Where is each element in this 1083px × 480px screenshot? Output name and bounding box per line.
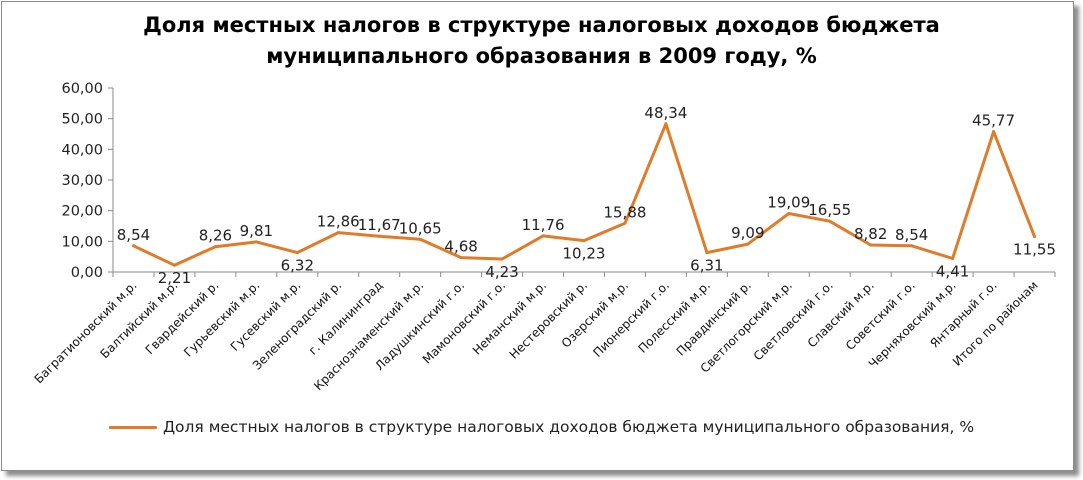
data-label: 45,77: [972, 112, 1015, 130]
chart-frame: [1, 1, 1074, 471]
y-tick-label: 50,00: [61, 112, 103, 128]
x-category-label: Правдинский р.: [674, 278, 754, 358]
data-point: [910, 244, 914, 248]
data-label: 8,54: [895, 226, 928, 244]
y-tick-label: 40,00: [61, 142, 103, 158]
chart-title: Доля местных налогов в структуре налогов…: [0, 10, 1083, 72]
data-label: 8,54: [117, 226, 150, 244]
data-label: 10,23: [563, 245, 606, 263]
data-label: 10,65: [399, 219, 442, 237]
x-category-label: Гурьевский м.р.: [181, 278, 262, 359]
data-point: [787, 211, 791, 215]
data-point: [500, 257, 504, 261]
data-point: [951, 256, 955, 260]
data-label: 4,23: [485, 263, 518, 281]
x-category-label: Советский г.о.: [843, 278, 918, 353]
data-label: 11,67: [358, 216, 401, 234]
data-point: [541, 234, 545, 238]
data-label: 19,09: [767, 193, 810, 211]
data-point: [746, 242, 750, 246]
data-label: 12,86: [317, 213, 360, 231]
chart-title-line-2: муниципального образования в 2009 году, …: [266, 44, 817, 68]
x-category-label: Нестеровский р.: [507, 278, 591, 362]
x-category-label: Неманский м.р.: [470, 278, 549, 357]
y-tick-label: 0,00: [71, 265, 103, 281]
y-tick-label: 10,00: [61, 234, 103, 250]
legend-label: Доля местных налогов в структуре налогов…: [162, 418, 975, 436]
data-point: [664, 122, 668, 126]
y-tick-label: 60,00: [61, 81, 103, 97]
data-point: [705, 251, 709, 255]
data-label: 48,34: [644, 104, 687, 122]
data-label: 4,41: [936, 262, 969, 280]
x-category-label: Балтийский м.р.: [98, 278, 181, 361]
data-point: [828, 219, 832, 223]
x-category-label: Пионерский г.о.: [590, 278, 672, 360]
data-label: 6,32: [281, 257, 314, 275]
data-point: [172, 263, 176, 267]
data-point: [213, 245, 217, 249]
x-category-label: г. Калининград: [306, 278, 385, 357]
x-category-label: Гусевский м.р.: [228, 278, 304, 354]
data-point: [418, 237, 422, 241]
x-category-label: Гвардейский р.: [143, 278, 222, 357]
data-point: [377, 234, 381, 238]
data-label: 11,76: [522, 216, 565, 234]
data-label: 11,55: [1013, 241, 1056, 259]
data-point: [254, 240, 258, 244]
y-tick-label: 30,00: [61, 173, 103, 189]
data-label: 6,31: [690, 257, 723, 275]
data-point: [1033, 235, 1037, 239]
legend-swatch: [108, 426, 157, 429]
y-tick-label: 20,00: [61, 204, 103, 220]
data-point: [869, 243, 873, 247]
x-category-label: Полесский м.р.: [636, 278, 713, 355]
chart-title-line-1: Доля местных налогов в структуре налогов…: [143, 13, 940, 37]
data-label: 9,09: [731, 224, 764, 242]
data-point: [295, 251, 299, 255]
data-label: 8,82: [854, 225, 887, 243]
data-label: 8,26: [199, 227, 232, 245]
data-label: 4,68: [444, 238, 477, 256]
data-point: [992, 130, 996, 134]
data-point: [459, 256, 463, 260]
data-point: [336, 231, 340, 235]
data-label: 16,55: [808, 201, 851, 219]
chart-legend: Доля местных налогов в структуре налогов…: [0, 418, 1083, 436]
data-label: 15,88: [603, 203, 646, 221]
data-label: 2,21: [158, 269, 191, 287]
data-point: [131, 244, 135, 248]
data-point: [623, 221, 627, 225]
data-point: [582, 239, 586, 243]
data-label: 9,81: [240, 222, 273, 240]
